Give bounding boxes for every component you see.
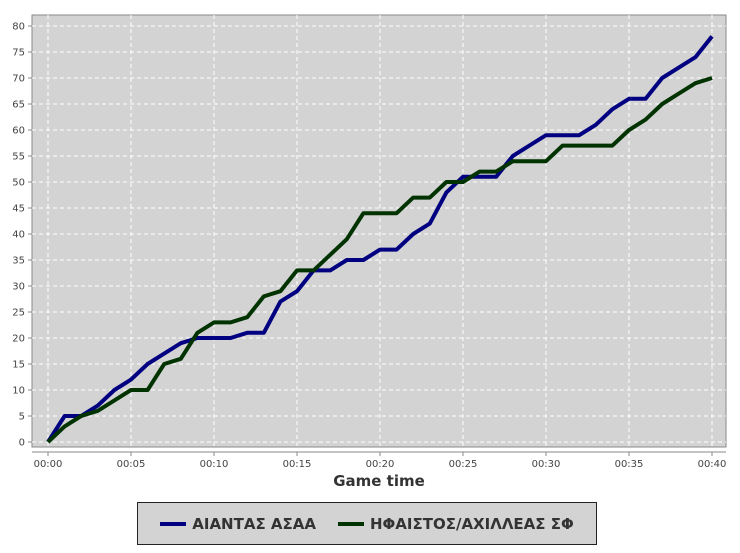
- y-tick-label: 0: [19, 438, 25, 449]
- legend-swatch: [338, 521, 364, 526]
- y-tick-label: 20: [12, 334, 25, 345]
- y-tick-label: 80: [12, 22, 25, 33]
- x-tick-label: 00:25: [449, 459, 478, 470]
- y-tick-label: 50: [12, 178, 25, 189]
- legend: ΑΙΑΝΤΑΣ ΑΣΑΑ ΗΦΑΙΣΤΟΣ/ΑΧΙΛΛΕΑΣ ΣΦ: [137, 502, 597, 545]
- y-tick-label: 10: [12, 386, 25, 397]
- series-line-2: [46, 76, 713, 444]
- y-tick-label: 55: [12, 152, 25, 163]
- x-tick-label: 00:35: [615, 459, 644, 470]
- y-tick-label: 35: [12, 256, 25, 267]
- legend-swatch: [160, 521, 187, 526]
- legend-item-aiantas: ΑΙΑΝΤΑΣ ΑΣΑΑ: [160, 515, 316, 533]
- y-tick-label: 75: [12, 48, 25, 59]
- y-tick-label: 65: [12, 100, 25, 111]
- y-tick-label: 45: [12, 204, 25, 215]
- legend-label: ΗΦΑΙΣΤΟΣ/ΑΧΙΛΛΕΑΣ ΣΦ: [370, 514, 574, 533]
- legend-item-ifaistos: ΗΦΑΙΣΤΟΣ/ΑΧΙΛΛΕΑΣ ΣΦ: [338, 515, 574, 533]
- y-tick-label: 15: [12, 360, 25, 371]
- x-tick-label: 00:00: [34, 459, 63, 470]
- x-tick-label: 00:20: [366, 459, 395, 470]
- series-line-1: [46, 35, 714, 444]
- y-tick-label: 30: [12, 282, 25, 293]
- x-tick-label: 00:15: [283, 459, 312, 470]
- y-tick-label: 70: [12, 74, 25, 85]
- plot-area: [31, 14, 727, 448]
- line-chart: 0 5 10 15 20 25 30 35 40 45 50 55 60 65 70 75 80 00:00 00:…: [12, 14, 727, 490]
- y-tick-label: 5: [19, 412, 25, 423]
- x-tick-label: 00:10: [200, 459, 229, 470]
- y-tick-label: 60: [12, 126, 25, 137]
- legend-label: ΑΙΑΝΤΑΣ ΑΣΑΑ: [192, 514, 316, 533]
- x-tick-label: 00:40: [698, 459, 727, 470]
- x-tick-label: 00:05: [117, 459, 146, 470]
- y-tick-label: 25: [12, 308, 25, 319]
- y-tick-label: 40: [12, 230, 25, 241]
- x-axis-title: Game time: [333, 472, 425, 490]
- x-tick-label: 00:30: [532, 459, 561, 470]
